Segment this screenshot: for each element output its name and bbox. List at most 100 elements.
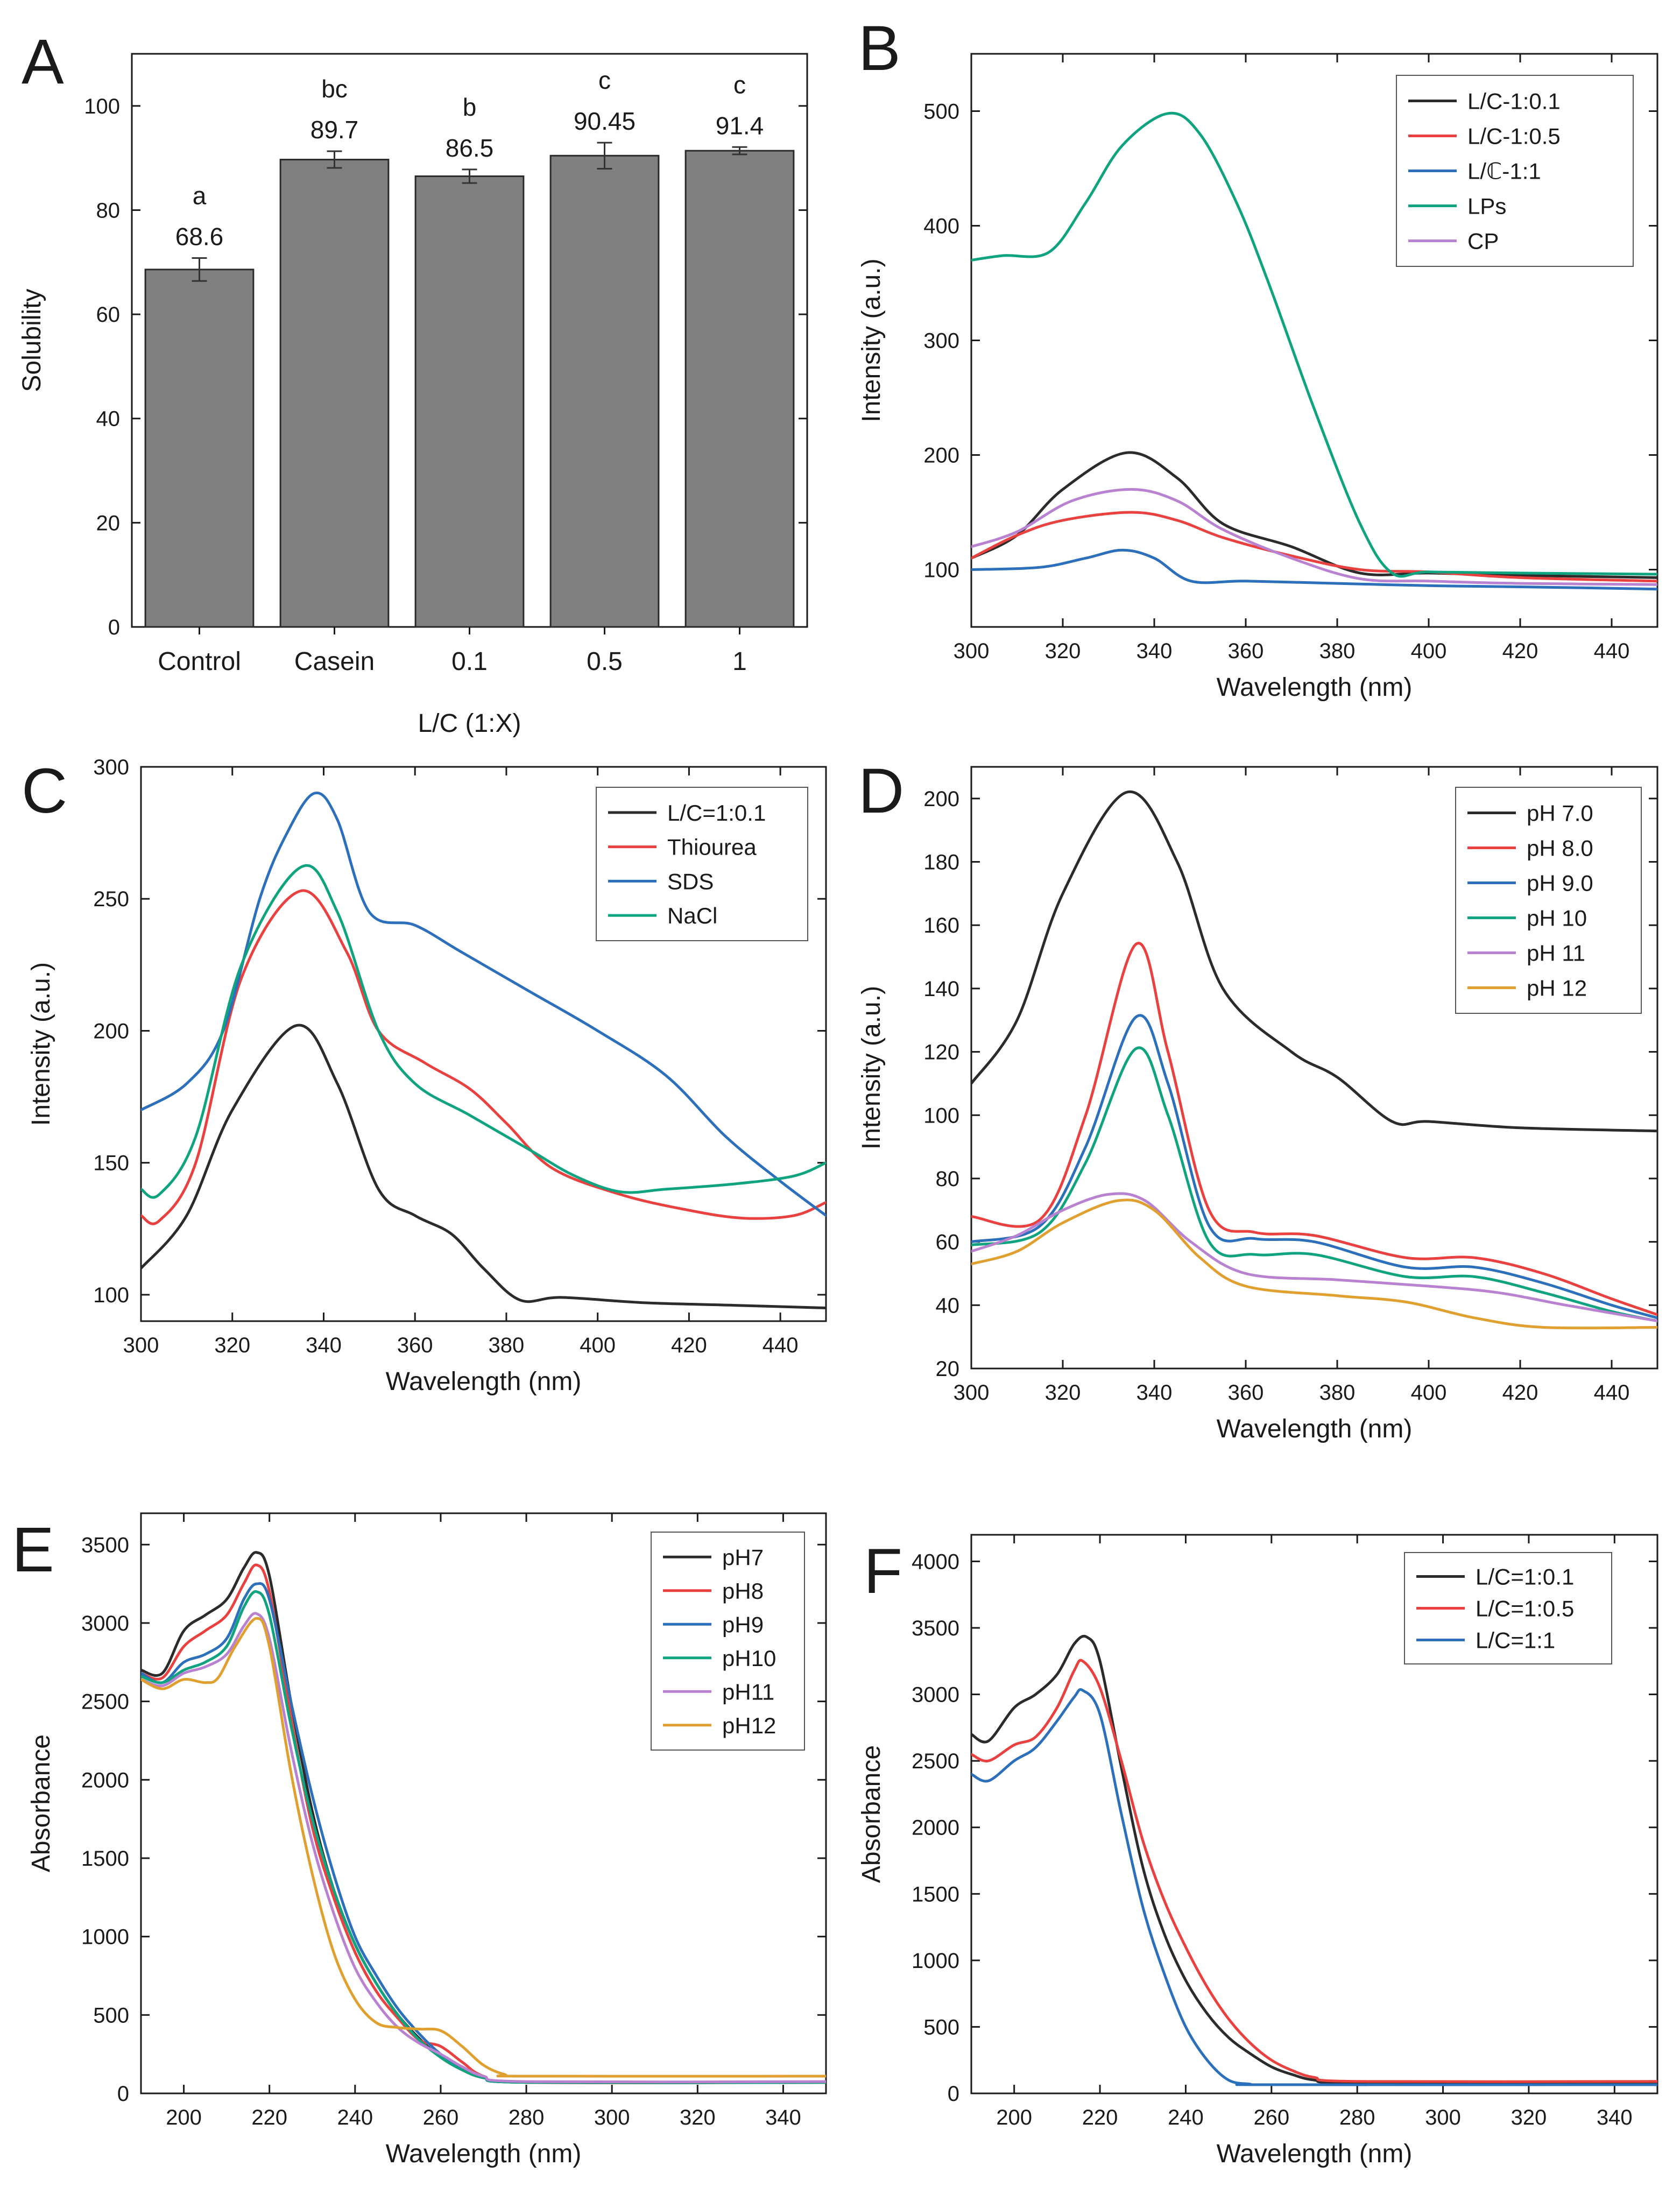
y-tick-label: 2000 [912,1816,959,1840]
x-tick-label: 280 [1339,2106,1375,2129]
legend-label: LPs [1467,194,1506,219]
y-tick-label: 200 [923,787,959,811]
legend-label: L/C-1:0.5 [1467,124,1561,149]
legend-label: pH10 [722,1646,776,1671]
y-axis-title: Intensity (a.u.) [857,258,886,422]
x-axis-title: Wavelength (nm) [386,2140,582,2168]
legend-label: pH 9.0 [1527,871,1593,896]
x-category-label: 1 [732,647,747,676]
x-tick-label: 440 [1594,639,1630,663]
x-tick-label: 340 [1137,639,1173,663]
series-line [971,548,1657,591]
series-group [141,1551,826,2084]
legend-label: L/C=1:0.1 [1476,1564,1574,1590]
y-tick-label: 20 [936,1357,960,1381]
series-group [971,1634,1657,2086]
y-tick-label: 150 [93,1152,129,1175]
panel-letter: D [858,756,904,827]
panel-B: 100 200 300 400 500 300 320 340 360 380 400 420 440 W… [857,13,1658,702]
y-tick-label: 500 [923,100,959,124]
y-tick-label: 0 [117,2082,129,2106]
series-line [971,1659,1657,2083]
y-tick-label: 80 [936,1167,960,1191]
x-category-label: Casein [294,647,375,676]
panel-D: 20 40 60 80 100 120 140 160 180 200 300 320 340 360 38… [857,756,1658,1443]
x-tick-label: 320 [680,2106,716,2129]
series-line [141,1612,826,2084]
bar-0.5 [549,154,660,628]
y-tick-label: 2500 [912,1750,959,1773]
x-axis-title: Wavelength (nm) [1217,2140,1413,2168]
x-axis-title: Wavelength (nm) [1217,673,1413,702]
x-tick-label: 360 [1228,639,1264,663]
x-tick-label: 380 [489,1334,525,1357]
x-tick-label: 340 [306,1334,342,1357]
panel-F: 0 500 1000 1500 2000 2500 3000 3500 4000 200 220 24… [857,1534,1658,2168]
legend-label: SDS [667,869,714,894]
series-line [971,511,1657,583]
x-category-label: Control [158,647,241,676]
significance-letter: c [733,70,746,98]
y-tick-label: 3500 [81,1533,129,1557]
y-tick-label: 140 [923,977,959,1001]
y-tick-label: 100 [84,95,120,118]
x-axis-title: Wavelength (nm) [1217,1415,1413,1443]
legend-label: pH 12 [1527,976,1587,1001]
value-label: 90.45 [574,107,636,135]
x-tick-label: 340 [765,2106,801,2129]
x-tick-label: 280 [509,2106,545,2129]
bar-1 [684,150,795,628]
y-tick-label: 160 [923,914,959,937]
x-tick-label: 440 [1594,1381,1630,1405]
x-tick-label: 240 [337,2106,373,2129]
legend-label: pH 7.0 [1527,801,1593,826]
legend-label: pH 10 [1527,906,1587,931]
y-tick-label: 2500 [81,1690,129,1714]
y-tick-label: 1500 [81,1847,129,1871]
y-axis-title: Solubility [18,288,46,392]
series-line [971,1192,1657,1323]
panel-A: 0 20 40 60 80 100 L/C (1:X) Solubility A 68.6 a Con… [18,26,808,738]
y-tick-label: 100 [923,1104,959,1127]
plot-frame [140,766,827,1322]
significance-letter: b [463,93,477,121]
x-tick-label: 320 [214,1334,250,1357]
y-tick-label: 60 [96,303,121,327]
legend-label: L/ℂ-1:1 [1467,159,1541,184]
y-tick-label: 4000 [912,1550,959,1574]
y-tick-label: 200 [93,1019,129,1043]
series-group [141,791,826,1309]
series-line [971,1634,1657,2085]
x-tick-label: 360 [1228,1381,1264,1405]
y-tick-label: 3000 [912,1683,959,1707]
x-tick-label: 220 [1082,2106,1118,2129]
panel-letter: B [858,13,901,84]
x-tick-label: 300 [123,1334,159,1357]
panel-letter: F [864,1536,902,1607]
x-tick-label: 200 [166,2106,202,2129]
x-tick-label: 260 [423,2106,459,2129]
series-line [971,111,1657,578]
x-tick-label: 380 [1319,639,1356,663]
legend-label: pH9 [722,1612,764,1637]
y-tick-label: 100 [923,559,959,582]
y-tick-label: 3000 [81,1612,129,1635]
series-line [971,1046,1657,1323]
plot-frame [140,1512,827,2094]
y-axis-title: Intensity (a.u.) [857,986,886,1149]
legend-box [651,1532,805,1751]
x-tick-label: 320 [1045,1381,1081,1405]
y-tick-label: 300 [93,756,129,779]
significance-letter: a [193,182,207,210]
x-tick-label: 200 [996,2106,1032,2129]
legend-label: CP [1467,229,1499,254]
series-group [971,111,1657,591]
value-label: 91.4 [716,111,764,139]
series-line [971,790,1657,1133]
y-tick-label: 250 [93,887,129,911]
x-tick-label: 240 [1168,2106,1204,2129]
series-line [141,1617,826,2078]
bar-0.1 [414,175,525,628]
bar-Control [144,269,255,628]
value-label: 86.5 [446,134,494,162]
